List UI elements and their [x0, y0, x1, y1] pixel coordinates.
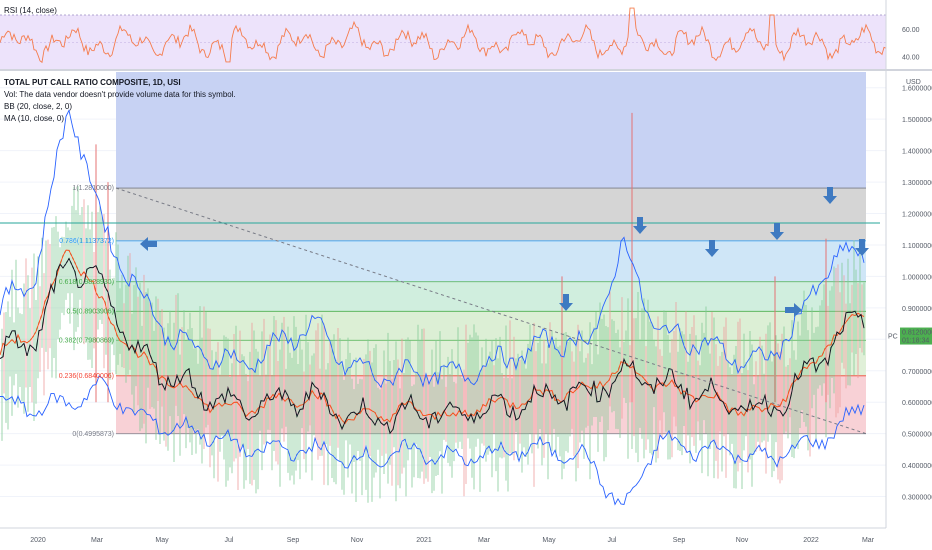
y-tick-label: 0.7000000	[902, 369, 932, 376]
y-tick-label: 0.4000000	[902, 463, 932, 470]
x-tick-label: 2022	[803, 537, 819, 544]
rsi-axis: 60.00 40.00	[902, 27, 920, 62]
fib-level-label: 1(1.2810000)	[72, 185, 114, 192]
fib-zone	[116, 281, 866, 312]
price-countdown: 01:18:34	[902, 338, 929, 345]
y-tick-label: 1.2000000	[902, 212, 932, 219]
rsi-line	[0, 7, 887, 64]
y-tick-label: 1.6000000	[902, 86, 932, 93]
x-tick-label: Nov	[351, 537, 364, 544]
bollinger-upper	[0, 109, 865, 389]
x-tick-label: Jul	[225, 537, 234, 544]
fib-level-label: 0.786(1.1137372)	[59, 238, 114, 245]
chart-title: TOTAL PUT CALL RATIO COMPOSITE, 1D, USI	[4, 78, 181, 87]
fib-zone	[116, 188, 866, 241]
y-tick-label: 1.5000000	[902, 117, 932, 124]
y-tick-label: 1.0000000	[902, 274, 932, 281]
rsi-label: RSI (14, close)	[4, 6, 57, 15]
main-panel[interactable]: 1(1.2810000) 0.786(1.1137372) 0.618(0.9828…	[0, 72, 886, 506]
legend-bb: BB (20, close, 2, 0)	[4, 102, 72, 111]
fib-level-label: 0.618(0.9828930)	[59, 279, 114, 286]
fib-level-label: 0.5(0.8903906)	[67, 308, 114, 315]
x-tick-label: Mar	[862, 537, 875, 544]
arrow-right-icon	[785, 303, 802, 317]
fib-zone	[116, 240, 866, 282]
bollinger-lower	[0, 375, 865, 506]
rsi-tick-label: 40.00	[902, 54, 920, 61]
price-symbol: PC	[888, 334, 898, 341]
fib-top-zone	[116, 72, 866, 189]
y-tick-label: 1.4000000	[902, 149, 932, 156]
arrow-down-icon	[705, 240, 719, 257]
annotation-arrows[interactable]	[140, 187, 869, 317]
time-axis[interactable]: 2020 Mar May Jul Sep Nov 2021 Mar May Jul Sep Nov 20…	[0, 527, 886, 544]
x-tick-label: Sep	[673, 537, 686, 544]
fib-level-label: 0.382(0.7980869)	[59, 337, 114, 344]
x-tick-label: 2020	[30, 537, 46, 544]
x-tick-label: Mar	[478, 537, 491, 544]
price-line	[0, 257, 865, 435]
y-tick-label: 0.9000000	[902, 306, 932, 313]
arrow-down-icon	[823, 187, 837, 204]
arrow-down-icon	[633, 217, 647, 234]
y-tick-label: 0.5000000	[902, 432, 932, 439]
x-tick-label: Mar	[91, 537, 104, 544]
fib-zone	[116, 311, 866, 341]
price-value: 0.8120000	[902, 330, 932, 337]
x-tick-label: Jul	[608, 537, 617, 544]
arrow-down-icon	[855, 239, 869, 256]
arrow-down-icon	[559, 294, 573, 311]
x-tick-label: 2021	[416, 537, 432, 544]
price-tag-box	[900, 327, 932, 345]
legend-vol: Vol: The data vendor doesn't provide vol…	[4, 90, 236, 99]
fib-labels: 1(1.2810000) 0.786(1.1137372) 0.618(0.9828…	[59, 185, 114, 438]
rsi-tick-label: 60.00	[902, 27, 920, 34]
price-axis[interactable]: USD 1.6000000 1.5000000 1.4000000 1.3000000…	[885, 0, 932, 528]
fib-level-label: 0.236(0.6840006)	[59, 373, 114, 380]
y-tick-label: 1.3000000	[902, 180, 932, 187]
fib-zone	[116, 340, 866, 376]
arrow-down-icon	[770, 223, 784, 240]
y-tick-label: 1.1000000	[902, 243, 932, 250]
x-tick-label: Nov	[736, 537, 749, 544]
x-tick-label: May	[155, 537, 169, 544]
currency-label: USD	[906, 79, 921, 86]
rsi-background	[0, 15, 886, 71]
legend-ma: MA (10, close, 0)	[4, 114, 64, 123]
y-tick-label: 0.6000000	[902, 400, 932, 407]
y-tick-label: 0.3000000	[902, 495, 932, 502]
x-tick-label: Sep	[287, 537, 300, 544]
fib-level-label: 0(0.4995873)	[72, 431, 114, 438]
rsi-panel[interactable]: RSI (14, close) 60.00 40.00	[0, 6, 920, 71]
x-tick-label: May	[542, 537, 556, 544]
fib-retracement	[116, 187, 866, 435]
arrow-left-icon	[140, 237, 157, 251]
